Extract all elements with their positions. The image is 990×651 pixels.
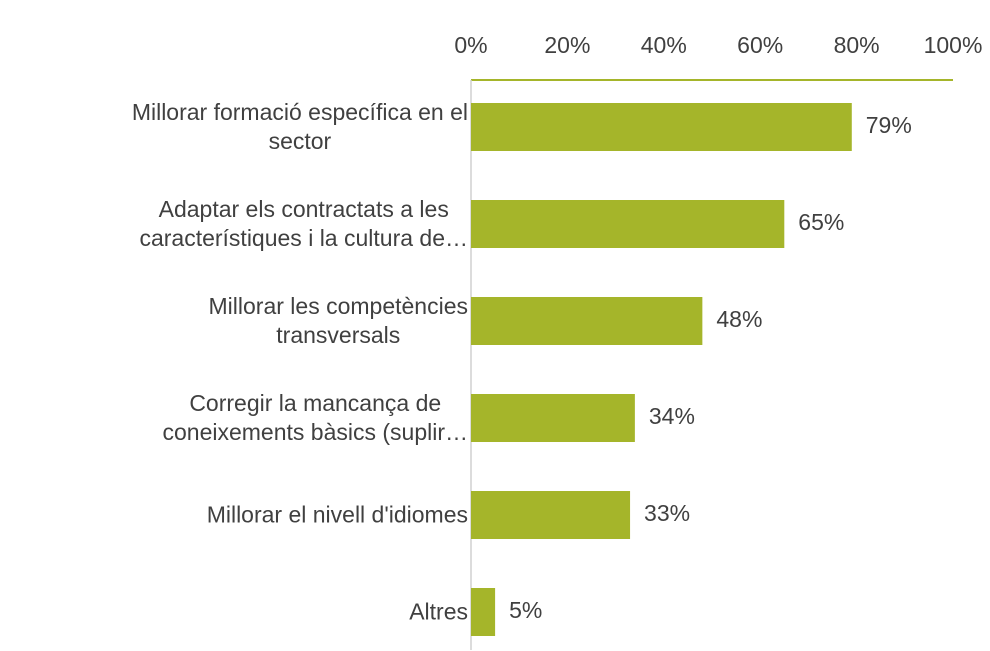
data-label: 33% xyxy=(644,500,690,526)
bar xyxy=(471,491,631,539)
y-tick-label-box: Millorar formació específica en el secto… xyxy=(132,98,468,156)
bar xyxy=(471,588,496,636)
x-tick-label: 60% xyxy=(737,32,783,58)
x-tick-label: 0% xyxy=(454,32,487,58)
y-tick-label: Adaptar els contractats a les caracterís… xyxy=(139,196,468,251)
y-tick-label: Millorar formació específica en el secto… xyxy=(131,99,468,154)
y-tick-label-box: Millorar el nivell d'idiomes xyxy=(207,501,468,530)
data-label: 65% xyxy=(798,209,844,235)
y-tick-label: Millorar el nivell d'idiomes xyxy=(206,501,468,528)
y-tick-label-box: Millorar les competències transversals xyxy=(209,292,468,350)
x-tick-label: 100% xyxy=(924,32,983,58)
y-tick-label: Corregir la mancança de coneixements bàs… xyxy=(162,390,468,445)
x-tick-label: 20% xyxy=(544,32,590,58)
x-tick-label: 80% xyxy=(834,32,880,58)
bar xyxy=(471,394,635,442)
data-label: 48% xyxy=(716,306,762,332)
data-label: 79% xyxy=(866,112,912,138)
bar xyxy=(471,200,785,248)
y-tick-label-box: Corregir la mancança de coneixements bàs… xyxy=(162,389,468,447)
data-label: 34% xyxy=(649,403,695,429)
data-label: 5% xyxy=(509,597,542,623)
y-tick-label-box: Altres xyxy=(409,598,468,627)
y-tick-label-box: Adaptar els contractats a les caracterís… xyxy=(139,195,468,253)
bar xyxy=(471,297,703,345)
x-tick-label: 40% xyxy=(641,32,687,58)
bar xyxy=(471,103,852,151)
y-tick-label: Altres xyxy=(409,598,468,625)
y-tick-label: Millorar les competències transversals xyxy=(208,293,468,348)
